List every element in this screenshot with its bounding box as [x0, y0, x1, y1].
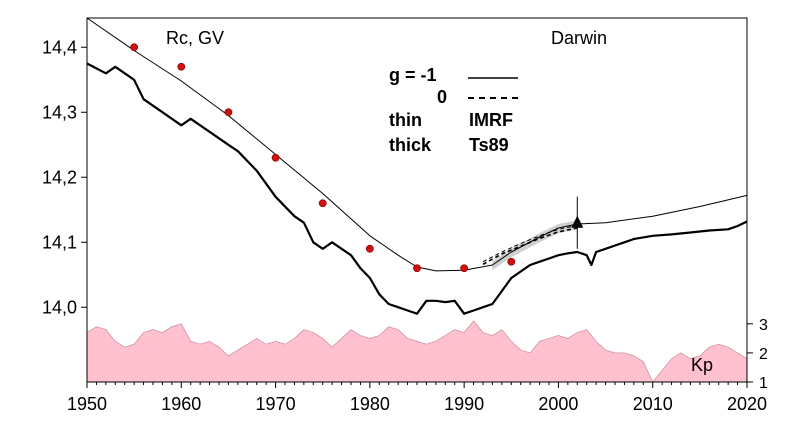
- annotation-darwin: Darwin: [551, 28, 607, 48]
- marker-layer: [571, 196, 584, 249]
- data-point: [130, 43, 139, 52]
- x-axis: 1950 1960 1970 1980 1990 2000 2010 2020: [67, 382, 767, 414]
- x-tick-label: 1950: [67, 394, 107, 414]
- series-line-thick-dashed: [482, 227, 578, 266]
- data-point: [507, 257, 516, 266]
- kp-tick-label: 3: [759, 317, 768, 334]
- y-tick-label: 14,3: [42, 102, 77, 122]
- y-tick-label: 14,2: [42, 167, 77, 187]
- x-tick-label: 1980: [350, 394, 390, 414]
- kp-area: [86, 320, 748, 383]
- series-line-thin-dashed: [482, 224, 578, 263]
- legend-zero-label: 0: [437, 87, 447, 107]
- series-line-thick-solid: [86, 62, 748, 315]
- x-tick-label: 1960: [161, 394, 201, 414]
- legend-g-label: g = -1: [389, 65, 437, 85]
- kp-layer: [86, 320, 748, 383]
- kp-tick-label: 1: [759, 375, 768, 392]
- kp-tick-label: 2: [759, 346, 768, 363]
- data-point: [177, 62, 186, 71]
- x-tick-label: 1990: [444, 394, 484, 414]
- y-tick-label: 14,1: [42, 232, 77, 252]
- plot-area: [87, 18, 747, 382]
- x-tick-label: 2020: [727, 394, 767, 414]
- x-tick-label: 2000: [538, 394, 578, 414]
- series-line-thin-solid: [86, 17, 748, 272]
- data-point: [318, 199, 327, 208]
- x-tick-label: 1970: [256, 394, 296, 414]
- data-point: [271, 153, 280, 162]
- legend-thick-label: thick: [389, 135, 432, 155]
- kp-axis: 1 2 3: [747, 317, 768, 392]
- annotation-rc-gv: Rc, GV: [166, 28, 224, 48]
- y-tick-label: 14,4: [42, 37, 77, 57]
- x-tick-label: 2010: [633, 394, 673, 414]
- series-layer: [86, 17, 748, 315]
- data-point: [224, 108, 233, 117]
- data-point: [365, 244, 374, 253]
- legend: g = -1 0 thin IMRF thick Ts89: [389, 65, 518, 155]
- points-layer: [130, 43, 516, 273]
- legend-ts89-label: Ts89: [469, 135, 509, 155]
- data-point: [460, 264, 469, 273]
- data-point: [413, 264, 421, 273]
- annotation-kp: Kp: [691, 355, 713, 375]
- y-tick-label: 14,0: [42, 297, 77, 317]
- marker-triangle: [571, 215, 584, 228]
- legend-thin-label: thin: [389, 110, 422, 130]
- y-axis: 14,0 14,1 14,2 14,3 14,4: [42, 37, 87, 317]
- legend-imrf-label: IMRF: [469, 110, 513, 130]
